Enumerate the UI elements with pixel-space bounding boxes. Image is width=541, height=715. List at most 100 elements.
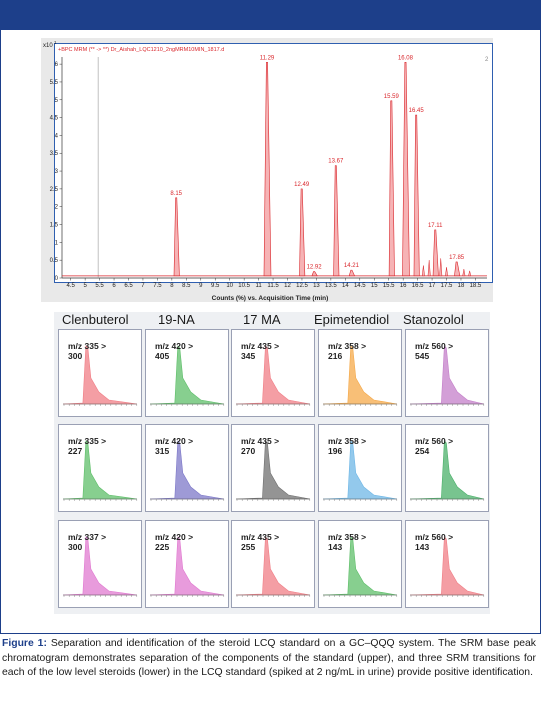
y-tick-label: 2.5 [50, 187, 59, 193]
chromatogram-peak [454, 261, 461, 277]
chromatogram-plot-area [54, 43, 493, 283]
srm-peak [322, 345, 398, 405]
srm-panel: m/z 420 >315 [145, 424, 229, 512]
srm-trace [322, 345, 398, 406]
srm-transition-label: m/z 435 >255 [241, 532, 279, 552]
x-tick-label: 11.5 [267, 283, 279, 289]
x-tick-label: 18.5 [470, 283, 482, 289]
product-label: 254 [415, 446, 430, 456]
y-tick-label: 5 [55, 98, 59, 104]
product-label: 143 [328, 542, 343, 552]
chart-title: +BPC MRM (** -> **) Dr_Aishah_LQC1210_2n… [58, 47, 224, 53]
header-bar [0, 0, 541, 30]
precursor-label: m/z 560 > [415, 532, 454, 542]
precursor-label: m/z 560 > [415, 341, 454, 351]
minor-peak [462, 269, 466, 277]
y-exponent-label: x10 [43, 43, 53, 49]
x-tick-label: 17.5 [441, 283, 453, 289]
precursor-label: m/z 335 > [68, 341, 107, 351]
peak-label: 12.49 [294, 182, 310, 188]
x-tick-label: 7 [141, 283, 145, 289]
srm-trace [235, 345, 311, 406]
srm-transition-label: m/z 435 >270 [241, 436, 279, 456]
precursor-label: m/z 435 > [241, 436, 280, 446]
srm-panel: m/z 560 >143 [405, 520, 489, 608]
peak-label: 17.11 [428, 223, 443, 229]
srm-transition-label: m/z 420 >405 [155, 341, 193, 361]
chromatogram-peak [263, 62, 272, 277]
x-tick-label: 5.5 [95, 283, 104, 289]
minor-peak [445, 267, 449, 277]
caption-text: Separation and identification of the ste… [2, 638, 536, 678]
peak-label: 16.45 [409, 108, 425, 114]
srm-transition-label: m/z 358 >216 [328, 341, 366, 361]
srm-trace [409, 440, 485, 501]
chromatogram-chart: 4.5 5 5.5 6 6.5 7 7.5 8 8.5 9 9.5 10 10.5 11 11.5 12 12.… [43, 40, 489, 302]
column-header-clenbuterol: Clenbuterol [62, 312, 129, 327]
srm-peak [235, 440, 311, 500]
srm-peak [62, 440, 138, 500]
srm-transition-label: m/z 358 >143 [328, 532, 366, 552]
y-tick-label: 3.5 [50, 151, 59, 157]
column-header-17-ma: 17 MA [243, 312, 281, 327]
y-tick-label: 5.5 [50, 80, 59, 86]
y-tick-label: 4.5 [50, 116, 59, 122]
y-exponent-power: 1 [54, 40, 57, 45]
x-tick-label: 16 [400, 283, 407, 289]
product-label: 270 [241, 446, 256, 456]
product-label: 315 [155, 446, 170, 456]
chromatogram-peak [311, 271, 318, 277]
x-tick-label: 13.5 [325, 283, 337, 289]
precursor-label: m/z 358 > [328, 532, 367, 542]
precursor-label: m/z 420 > [155, 341, 194, 351]
srm-peak [409, 345, 485, 405]
srm-panel: m/z 435 >270 [231, 424, 315, 512]
x-tick-label: 12 [284, 283, 291, 289]
srm-trace [62, 440, 138, 501]
x-tick-label: 8.5 [182, 283, 191, 289]
x-tick-label: 16.5 [412, 283, 424, 289]
srm-trace [322, 536, 398, 597]
srm-panel: m/z 420 >225 [145, 520, 229, 608]
srm-peak [409, 536, 485, 596]
srm-panel: m/z 358 >216 [318, 329, 402, 417]
y-tick-label: 4 [55, 133, 59, 139]
product-label: 255 [241, 542, 256, 552]
y-tick-label: 6 [55, 62, 59, 68]
srm-transition-label: m/z 335 >300 [68, 341, 106, 361]
product-label: 143 [415, 542, 430, 552]
y-tick-label: 0.5 [50, 258, 59, 264]
x-tick-label: 18 [458, 283, 465, 289]
chromatogram-peak [413, 114, 420, 277]
x-tick-label: 7.5 [153, 283, 162, 289]
x-tick-label: 13 [313, 283, 320, 289]
chromatogram-peak [432, 229, 439, 277]
srm-panel: m/z 560 >254 [405, 424, 489, 512]
peak-label: 12.92 [307, 265, 323, 271]
product-label: 300 [68, 351, 83, 361]
chromatogram-peak [388, 100, 395, 277]
column-header-stanozolol: Stanozolol [403, 312, 464, 327]
srm-panel: m/z 435 >345 [231, 329, 315, 417]
peak-label: 17.85 [449, 255, 465, 261]
srm-trace [409, 536, 485, 597]
x-tick-label: 8 [170, 283, 174, 289]
product-label: 216 [328, 351, 343, 361]
x-tick-label: 14.5 [354, 283, 366, 289]
peak-label: 13.67 [328, 159, 344, 165]
x-tick-label: 11 [255, 283, 262, 289]
y-tick-label: 0 [55, 276, 59, 282]
srm-panel: m/z 420 >405 [145, 329, 229, 417]
figure-caption: Figure 1: Separation and identification … [2, 637, 536, 681]
srm-trace [409, 345, 485, 406]
peak-label: 8.15 [170, 191, 182, 197]
x-tick-label: 10.5 [238, 283, 250, 289]
chromatogram-peak [348, 269, 356, 277]
x-tick-label: 4.5 [67, 283, 76, 289]
srm-trace [235, 440, 311, 501]
x-tick-label: 9 [199, 283, 203, 289]
minor-peak [439, 258, 443, 277]
precursor-label: m/z 358 > [328, 341, 367, 351]
srm-peak [149, 536, 225, 596]
srm-transition-label: m/z 358 >196 [328, 436, 366, 456]
